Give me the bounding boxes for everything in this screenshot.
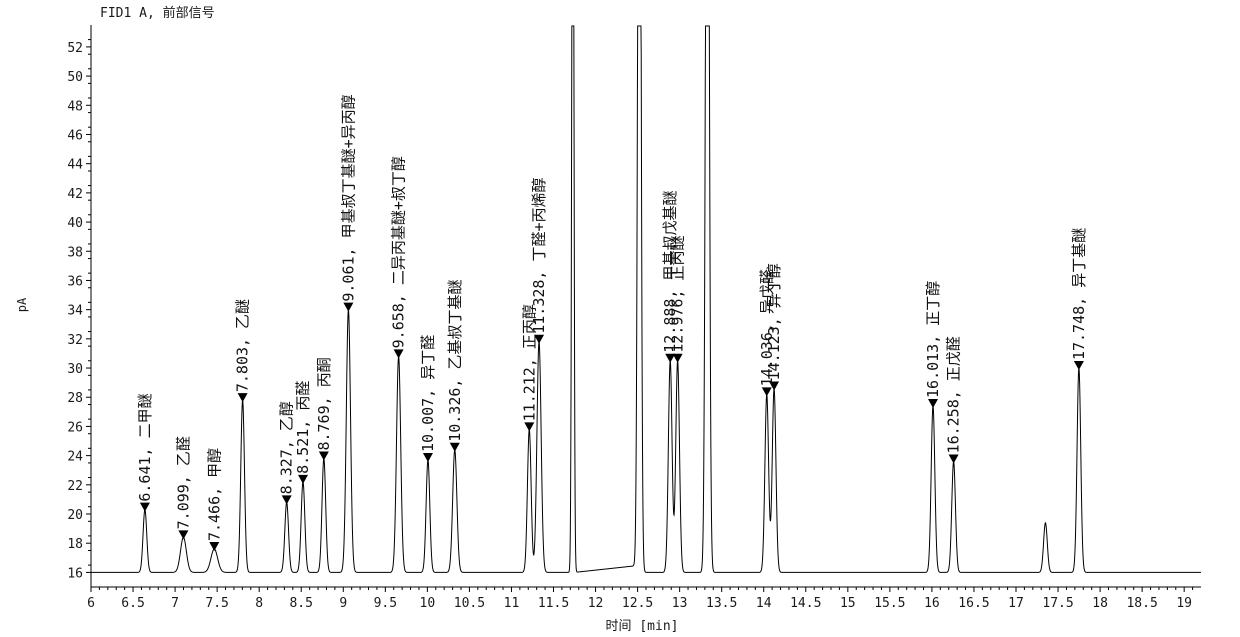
peak-label: 7.803, 乙醚 xyxy=(234,299,252,392)
peak-marker xyxy=(524,422,535,432)
peak-label: 16.013, 正丁醇 xyxy=(924,281,942,398)
peak-marker xyxy=(318,451,329,461)
peak-label: 6.641, 二甲醚 xyxy=(136,393,154,501)
y-tick-label: 46 xyxy=(67,128,83,143)
peak-label: 14.036, 异戊醛 xyxy=(758,269,776,386)
y-tick-label: 16 xyxy=(67,566,83,581)
chart-title: FID1 A, 前部信号 xyxy=(100,5,215,21)
peak-label: 7.466, 甲醇 xyxy=(205,448,223,541)
peak-label: 8.327, 乙醇 xyxy=(278,401,296,494)
y-tick-label: 24 xyxy=(67,450,83,465)
peak-marker xyxy=(139,502,150,512)
peak-marker xyxy=(948,454,959,464)
x-axis-label: 时间 [min] xyxy=(606,619,679,634)
peak-marker xyxy=(209,542,220,552)
peak-label: 8.769, 丙酮 xyxy=(315,357,333,450)
x-tick-label: 17.5 xyxy=(1042,596,1073,611)
peak-marker xyxy=(237,393,248,403)
x-tick-label: 17 xyxy=(1008,596,1024,611)
y-axis-label: pA xyxy=(15,297,29,312)
y-tick-label: 28 xyxy=(67,391,83,406)
y-tick-label: 40 xyxy=(67,216,83,231)
x-tick-label: 16.5 xyxy=(958,596,989,611)
x-tick-label: 13.5 xyxy=(706,596,737,611)
x-tick-label: 14 xyxy=(756,596,772,611)
peak-label: 17.748, 异丁基醚 xyxy=(1070,228,1088,360)
y-tick-label: 22 xyxy=(67,479,83,494)
x-tick-label: 13 xyxy=(672,596,688,611)
peak-marker xyxy=(665,353,676,363)
y-tick-label: 48 xyxy=(67,99,83,114)
x-tick-label: 10.5 xyxy=(454,596,485,611)
peak-label: 11.212, 正丙醇 xyxy=(520,304,538,421)
y-tick-label: 42 xyxy=(67,187,83,202)
peak-marker xyxy=(297,474,308,484)
peak-label: 16.258, 正戊醛 xyxy=(945,336,963,453)
peak-label: 10.326, 乙基叔丁基醚 xyxy=(446,280,464,442)
y-tick-label: 52 xyxy=(67,41,83,56)
x-tick-label: 7 xyxy=(171,596,179,611)
peak-marker xyxy=(343,302,354,312)
peak-marker xyxy=(393,349,404,359)
peak-label: 9.061, 甲基叔丁基醚+异丙醇 xyxy=(339,94,357,301)
x-tick-label: 6.5 xyxy=(121,596,144,611)
x-tick-label: 15 xyxy=(840,596,856,611)
y-tick-label: 18 xyxy=(67,537,83,552)
x-tick-label: 12 xyxy=(588,596,604,611)
peak-label: 14.123, 异丁醇 xyxy=(765,263,783,380)
peak-label: 10.007, 异丁醛 xyxy=(419,335,437,452)
peak-marker xyxy=(534,334,545,344)
peak-marker xyxy=(1073,361,1084,371)
y-tick-label: 36 xyxy=(67,274,83,289)
y-tick-label: 32 xyxy=(67,333,83,348)
x-tick-label: 18.5 xyxy=(1126,596,1157,611)
peak-label: 7.099, 乙醛 xyxy=(174,436,192,529)
y-tick-label: 50 xyxy=(67,70,83,85)
x-tick-label: 7.5 xyxy=(205,596,228,611)
peak-marker xyxy=(281,495,292,505)
y-tick-label: 44 xyxy=(67,158,83,173)
x-tick-label: 12.5 xyxy=(622,596,653,611)
x-tick-label: 11.5 xyxy=(538,596,569,611)
x-tick-label: 16 xyxy=(924,596,940,611)
x-tick-label: 9.5 xyxy=(374,596,397,611)
x-tick-label: 8.5 xyxy=(289,596,312,611)
x-tick-label: 15.5 xyxy=(874,596,905,611)
peak-marker xyxy=(449,442,460,452)
y-tick-label: 20 xyxy=(67,508,83,523)
peak-marker xyxy=(928,398,939,408)
peak-marker xyxy=(178,530,189,540)
peak-marker xyxy=(672,353,683,363)
y-tick-label: 38 xyxy=(67,245,83,260)
x-tick-label: 9 xyxy=(339,596,347,611)
peak-marker xyxy=(761,387,772,397)
x-tick-label: 6 xyxy=(87,596,95,611)
x-tick-label: 11 xyxy=(504,596,520,611)
y-tick-label: 26 xyxy=(67,420,83,435)
y-tick-label: 30 xyxy=(67,362,83,377)
x-tick-label: 18 xyxy=(1092,596,1108,611)
signal-trace xyxy=(91,25,1201,573)
y-tick-label: 34 xyxy=(67,304,83,319)
x-tick-label: 8 xyxy=(255,596,263,611)
peak-label: 12.976, 正丙醚 xyxy=(669,235,687,352)
peak-label: 9.658, 二异丙基醚+叔丁醇 xyxy=(390,156,408,348)
x-tick-label: 14.5 xyxy=(790,596,821,611)
peak-marker xyxy=(769,381,780,391)
peak-label: 8.521, 丙醛 xyxy=(294,381,312,474)
peak-label: 12.888, 甲基叔戊基醚 xyxy=(661,190,679,352)
x-tick-label: 10 xyxy=(420,596,436,611)
peak-marker xyxy=(422,453,433,463)
peak-label: 11.328, 丁醛+丙烯醇 xyxy=(530,177,548,333)
x-tick-label: 19 xyxy=(1176,596,1192,611)
